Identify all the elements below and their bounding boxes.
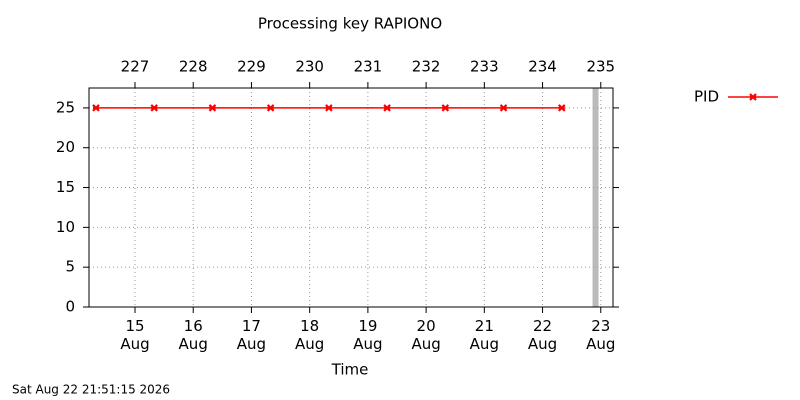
plot-frame — [88, 87, 614, 308]
x2-tick-label: 230 — [295, 58, 324, 76]
legend-marker — [749, 93, 757, 101]
y-tick-label: 15 — [56, 178, 75, 196]
x2-tick-label: 233 — [470, 58, 499, 76]
x2-tick-label: 231 — [354, 58, 383, 76]
footer: Sat Aug 22 21:51:15 2026 — [12, 383, 170, 397]
point — [441, 104, 450, 112]
y-tick-label: 0 — [65, 298, 75, 316]
x-tick-label: 22 Aug — [527, 317, 558, 353]
x-tick-label: 15 Aug — [120, 317, 150, 353]
x2-tick-label: 227 — [121, 58, 150, 76]
x-tick-label: 21 Aug — [469, 317, 499, 353]
point — [499, 104, 508, 112]
x2-tick-label: 228 — [179, 58, 208, 76]
x2-tick-label: 234 — [528, 58, 557, 76]
x2-tick-label: 232 — [412, 58, 441, 76]
point — [383, 104, 391, 112]
x-tick-label: 17 Aug — [236, 317, 267, 353]
now-marker — [592, 88, 599, 307]
x-tick-label: 20 Aug — [411, 317, 441, 353]
y-tick-label: 25 — [56, 98, 75, 116]
point — [266, 104, 275, 112]
y-tick-label: 5 — [65, 258, 75, 276]
y-tick-label: 20 — [56, 138, 75, 156]
legend-label: PID — [694, 88, 719, 106]
point — [325, 104, 333, 112]
x-tick-label: 16 Aug — [178, 317, 208, 353]
point — [150, 104, 158, 112]
point — [557, 104, 566, 112]
point — [208, 104, 217, 112]
chart-title: Processing key RAPIONO — [258, 15, 442, 33]
y-tick-label: 10 — [56, 218, 75, 236]
point — [92, 104, 100, 112]
x-tick-label: 18 Aug — [295, 317, 325, 353]
x-axis-label: Time — [331, 361, 369, 379]
x-tick-label: 19 Aug — [353, 317, 383, 353]
x2-tick-label: 229 — [237, 58, 266, 76]
x-tick-label: 23 Aug — [586, 317, 616, 353]
x2-tick-label: 235 — [586, 58, 615, 76]
